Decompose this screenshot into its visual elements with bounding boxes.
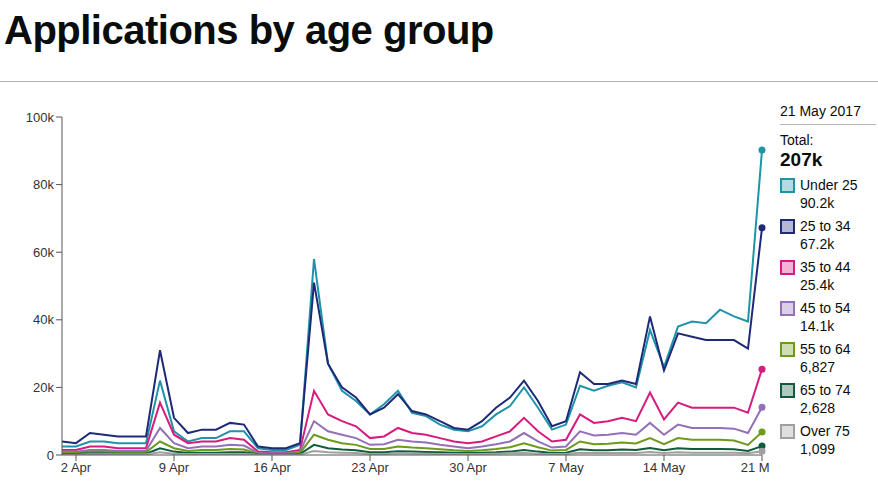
svg-text:60k: 60k	[33, 245, 54, 260]
svg-text:100k: 100k	[26, 110, 55, 125]
svg-text:80k: 80k	[33, 177, 54, 192]
html-text:Over 75: Over 75	[800, 423, 850, 439]
svg-text:23 Apr: 23 Apr	[351, 460, 389, 475]
html-text:14.1k: 14.1k	[800, 318, 835, 334]
svg-text:9 Apr: 9 Apr	[159, 460, 190, 475]
svg-text:21 May: 21 May	[741, 460, 770, 475]
html-text:Total:: Total:	[780, 132, 814, 148]
svg-text:14 May: 14 May	[643, 460, 686, 475]
html-text:Under 25: Under 25	[800, 177, 858, 193]
svg-text:16 Apr: 16 Apr	[253, 460, 291, 475]
html-text:65 to 74: 65 to 74	[800, 382, 851, 398]
svg-text:30 Apr: 30 Apr	[449, 460, 487, 475]
html-text:35 to 44: 35 to 44	[800, 259, 851, 275]
html-text:25.4k: 25.4k	[800, 277, 835, 293]
html-text:25 to 34: 25 to 34	[800, 218, 851, 234]
html-text:55 to 64: 55 to 64	[800, 341, 851, 357]
html-text:207k: 207k	[780, 149, 823, 170]
html-text:67.2k: 67.2k	[800, 236, 835, 252]
html-text:90.2k: 90.2k	[800, 195, 835, 211]
html-text:21 May 2017: 21 May 2017	[780, 103, 861, 119]
html-text:6,827: 6,827	[800, 359, 835, 375]
svg-text:2 Apr: 2 Apr	[61, 460, 92, 475]
svg-text:0: 0	[47, 448, 54, 463]
html-text:45 to 54: 45 to 54	[800, 300, 851, 316]
html-text:Applications by age group: Applications by age group	[4, 8, 494, 52]
svg-text:7 May: 7 May	[548, 460, 584, 475]
html-text:2,628: 2,628	[800, 400, 835, 416]
svg-text:20k: 20k	[33, 380, 54, 395]
svg-text:40k: 40k	[33, 312, 54, 327]
html-text:1,099: 1,099	[800, 441, 835, 457]
